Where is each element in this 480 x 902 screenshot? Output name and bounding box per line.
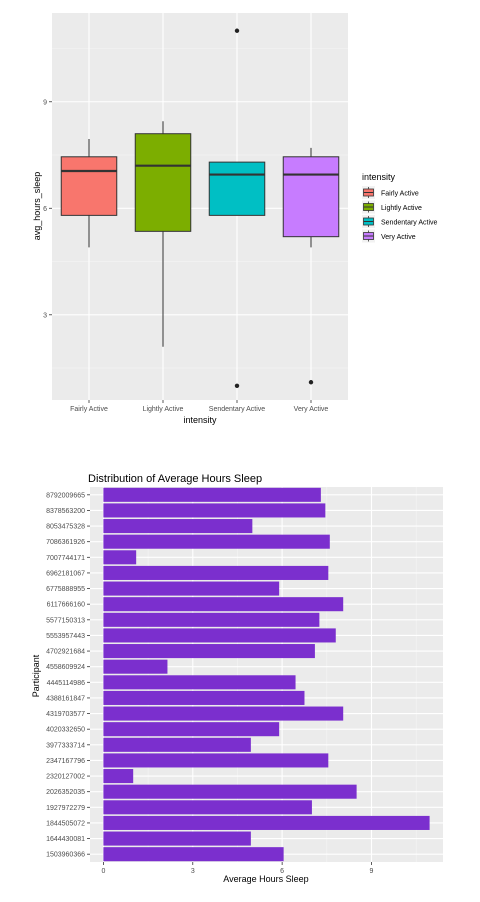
bar-4388161847 <box>103 690 305 705</box>
bar-8378563200 <box>103 503 326 518</box>
bar-y-tick-label: 2026352035 <box>46 789 85 796</box>
bar-panel <box>90 487 443 862</box>
bar-7086361926 <box>103 534 330 549</box>
bar-6775888955 <box>103 581 280 596</box>
boxplot-box <box>134 133 192 232</box>
boxplot-y-tick-label: 9 <box>43 99 47 106</box>
bar-y-tick-label: 4702921684 <box>46 649 85 656</box>
bar-1927972279 <box>103 800 312 815</box>
boxplot-x-tick-label: Very Active <box>294 406 329 413</box>
boxplot-y-tick-label: 3 <box>43 312 47 319</box>
bar-y-tick-label: 3977333714 <box>46 742 85 749</box>
boxplot-box <box>282 156 340 238</box>
bar-7007744171 <box>103 550 137 565</box>
legend-entry-label: Very Active <box>381 234 416 241</box>
boxplot-box <box>208 161 266 216</box>
bar-2347167796 <box>103 753 329 768</box>
bar-x-tick-label: 9 <box>370 868 374 875</box>
bar-y-tick-label: 4319703577 <box>46 711 85 718</box>
bar-4702921684 <box>103 644 315 659</box>
bar-y-tick-label: 8378563200 <box>46 508 85 515</box>
bar-y-tick-label: 4020332650 <box>46 727 85 734</box>
boxplot-x-tick-label: Fairly Active <box>70 406 108 413</box>
bar-y-tick-label: 1927972279 <box>46 805 85 812</box>
bar-y-tick-label: 2320127002 <box>46 774 85 781</box>
boxplot-y-tick-label: 6 <box>43 206 47 213</box>
bar-x-tick-label: 3 <box>191 868 195 875</box>
bar-1644430081 <box>103 831 251 846</box>
bar-y-tick-label: 6775888955 <box>46 586 85 593</box>
bar-5577150313 <box>103 612 320 627</box>
bar-3977333714 <box>103 737 251 752</box>
bar-5553957443 <box>103 628 336 643</box>
legend-entry-label: Sendentary Active <box>381 220 438 227</box>
bar-8792009665 <box>103 487 321 502</box>
bar-x-tick-label: 6 <box>280 868 284 875</box>
bar-y-tick-label: 7007744171 <box>46 555 85 562</box>
boxplot-x-tick-label: Sendentary Active <box>209 406 266 413</box>
boxplot-outlier-point <box>234 28 240 33</box>
bar-y-tick-label: 4445114986 <box>47 680 86 687</box>
bar-x-tick-label: 0 <box>101 868 105 875</box>
boxplot-y-axis-label: avg_hours_sleep <box>32 172 42 241</box>
bar-y-tick-label: 5577150313 <box>46 617 85 624</box>
bar-1503960366 <box>103 847 284 862</box>
bar-y-tick-label: 2347167796 <box>46 758 85 765</box>
bar-y-tick-label: 4558609924 <box>46 664 85 671</box>
legend-entry-label: Lightly Active <box>381 205 422 212</box>
boxplot-outlier-point <box>234 383 240 388</box>
bar-y-tick-label: 1644430081 <box>46 836 85 843</box>
boxplot-box <box>60 156 118 216</box>
bar-2320127002 <box>103 769 134 784</box>
bar-y-tick-label: 6117666160 <box>47 602 86 609</box>
bar-y-axis-label: Participant <box>31 654 41 697</box>
boxplot-x-axis-label: intensity <box>183 415 217 425</box>
bar-y-tick-label: 4388161847 <box>46 695 85 702</box>
bar-4319703577 <box>103 706 344 721</box>
bar-y-tick-label: 7086361926 <box>46 539 85 546</box>
bar-y-tick-label: 5553957443 <box>46 633 85 640</box>
bar-4020332650 <box>103 722 280 737</box>
bar-1844505072 <box>103 815 430 830</box>
bar-6117666160 <box>103 597 344 612</box>
legend-title: intensity <box>362 172 396 182</box>
bar-y-tick-label: 6962181067 <box>46 570 85 577</box>
bar-y-tick-label: 8053475328 <box>46 524 85 531</box>
bar-6962181067 <box>103 565 329 580</box>
bar-y-tick-label: 1844505072 <box>46 820 85 827</box>
bar-y-tick-label: 8792009665 <box>46 492 85 499</box>
legend-entry-label: Fairly Active <box>381 191 419 198</box>
boxplot-x-tick-label: Lightly Active <box>143 406 184 413</box>
bar-2026352035 <box>103 784 357 799</box>
bar-chart-title: Distribution of Average Hours Sleep <box>88 473 262 485</box>
boxplot-outlier-point <box>308 380 314 385</box>
bar-8053475328 <box>103 519 253 534</box>
bar-y-tick-label: 1503960366 <box>46 852 85 859</box>
bar-4445114986 <box>103 675 296 690</box>
bar-4558609924 <box>103 659 168 674</box>
bar-x-axis-label: Average Hours Sleep <box>223 874 308 884</box>
